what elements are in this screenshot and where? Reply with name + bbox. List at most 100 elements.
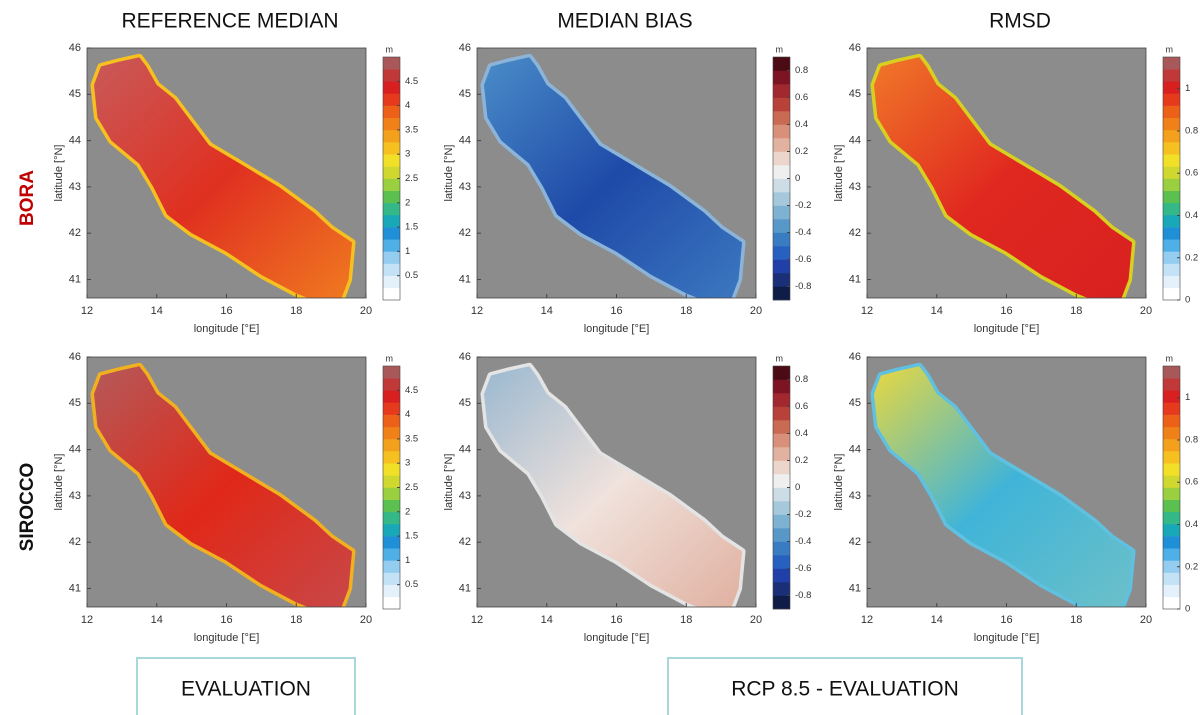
colorbar-tick-label: 0.8 (795, 65, 808, 76)
x-tick-label: 14 (151, 614, 163, 626)
colorbar-level (1163, 275, 1180, 289)
y-axis-label: latitude [°N] (443, 454, 455, 511)
y-tick-label: 44 (69, 443, 81, 455)
colorbar-tick-label: 3 (405, 149, 410, 160)
colorbar-level (383, 426, 400, 440)
x-tick-label: 18 (290, 614, 302, 626)
colorbar-level (773, 151, 790, 166)
y-tick-label: 42 (849, 536, 861, 548)
colorbar-level (1163, 166, 1180, 179)
colorbar-tick-label: 3 (405, 458, 410, 469)
y-tick-label: 41 (459, 582, 471, 594)
colorbar-level (773, 165, 790, 179)
colorbar-level (383, 596, 400, 610)
colorbar-tick-label: 0.6 (1185, 168, 1198, 179)
colorbar-level (773, 447, 790, 461)
colorbar-level (383, 57, 400, 70)
colorbar-tick-label: -0.2 (795, 509, 811, 520)
y-tick-label: 42 (459, 536, 471, 548)
map-sea (480, 53, 746, 298)
y-axis-label: latitude [°N] (53, 454, 65, 511)
x-tick-label: 12 (81, 614, 93, 626)
colorbar-level (1163, 475, 1180, 488)
x-tick-label: 18 (680, 614, 692, 626)
row-label: BORA (17, 170, 38, 226)
colorbar-level (773, 97, 790, 112)
y-axis-label: latitude [°N] (53, 145, 65, 202)
colorbar-level (1163, 178, 1180, 191)
colorbar-level (1163, 438, 1180, 452)
colorbar-level (1163, 402, 1180, 415)
colorbar-level (1163, 487, 1180, 500)
colorbar-level (383, 275, 400, 289)
y-tick-label: 45 (849, 88, 861, 100)
colorbar-tick-label: -0.4 (795, 227, 811, 238)
colorbar-tick-label: 0.2 (1185, 561, 1198, 572)
colorbar-tick-label: 1.5 (405, 222, 418, 233)
colorbar-level (773, 138, 790, 152)
y-tick-label: 43 (459, 181, 471, 193)
colorbar-tick-label: 2.5 (405, 482, 418, 493)
colorbar-tick-label: 0.2 (795, 455, 808, 466)
colorbar-level (1163, 190, 1180, 204)
colorbar-tick-label: 0.4 (1185, 519, 1198, 530)
colorbar-level (383, 487, 400, 500)
colorbar-tick-label: 4.5 (405, 385, 418, 396)
y-tick-label: 45 (69, 397, 81, 409)
colorbar-tick-label: 4 (405, 409, 410, 420)
colorbar-level (1163, 596, 1180, 610)
colorbar-tick-label: 0.2 (1185, 252, 1198, 263)
x-axis-label: longitude [°E] (194, 632, 260, 644)
colorbar-unit: m (776, 44, 784, 54)
colorbar-level (383, 93, 400, 106)
y-tick-label: 46 (459, 42, 471, 54)
colorbar-level (1163, 426, 1180, 440)
colorbar-tick-label: -0.4 (795, 536, 811, 547)
colorbar-unit: m (776, 353, 784, 363)
colorbar-level (1163, 390, 1180, 403)
colorbar-level (383, 117, 400, 131)
colorbar-level (383, 560, 400, 573)
x-axis-label: longitude [°E] (194, 323, 260, 335)
y-tick-label: 44 (459, 443, 471, 455)
colorbar-level (773, 501, 790, 515)
colorbar-level (383, 414, 400, 428)
y-tick-label: 44 (69, 134, 81, 146)
colorbar-level (773, 178, 790, 193)
colorbar-level (1163, 69, 1180, 82)
colorbar-tick-label: 1 (405, 246, 410, 257)
colorbar-level (383, 511, 400, 525)
colorbar-tick-label: 2 (405, 197, 410, 208)
colorbar-level (773, 259, 790, 274)
colorbar-level (383, 536, 400, 549)
y-axis-label: latitude [°N] (833, 454, 845, 511)
colorbar-level (1163, 560, 1180, 573)
y-axis-label: latitude [°N] (833, 145, 845, 202)
x-tick-label: 18 (680, 305, 692, 317)
footer-box (667, 657, 1023, 715)
colorbar-box (1162, 56, 1181, 301)
y-tick-label: 41 (69, 273, 81, 285)
colorbar-unit: m (386, 353, 394, 363)
colorbar-tick-label: 0.6 (795, 92, 808, 103)
sea-field (93, 57, 353, 298)
colorbar-level (773, 460, 790, 475)
colorbar-level (1163, 202, 1180, 216)
colorbar-level (773, 541, 790, 556)
x-tick-label: 20 (750, 305, 762, 317)
colorbar-level (1163, 117, 1180, 131)
colorbar-tick-label: 0.5 (405, 270, 418, 281)
colorbar-tick-label: 0 (1185, 604, 1190, 615)
colorbar-tick-label: 0.6 (1185, 477, 1198, 488)
y-tick-label: 44 (849, 443, 861, 455)
colorbar-level (1163, 463, 1180, 476)
colorbar-level (383, 202, 400, 216)
map-sea (480, 362, 746, 607)
colorbar-level (383, 214, 400, 228)
map-sea (90, 53, 356, 298)
colorbar-level (383, 81, 400, 94)
y-tick-label: 43 (69, 181, 81, 193)
colorbar-level (773, 379, 790, 394)
colorbar-level (383, 190, 400, 204)
colorbar-level (1163, 287, 1180, 301)
